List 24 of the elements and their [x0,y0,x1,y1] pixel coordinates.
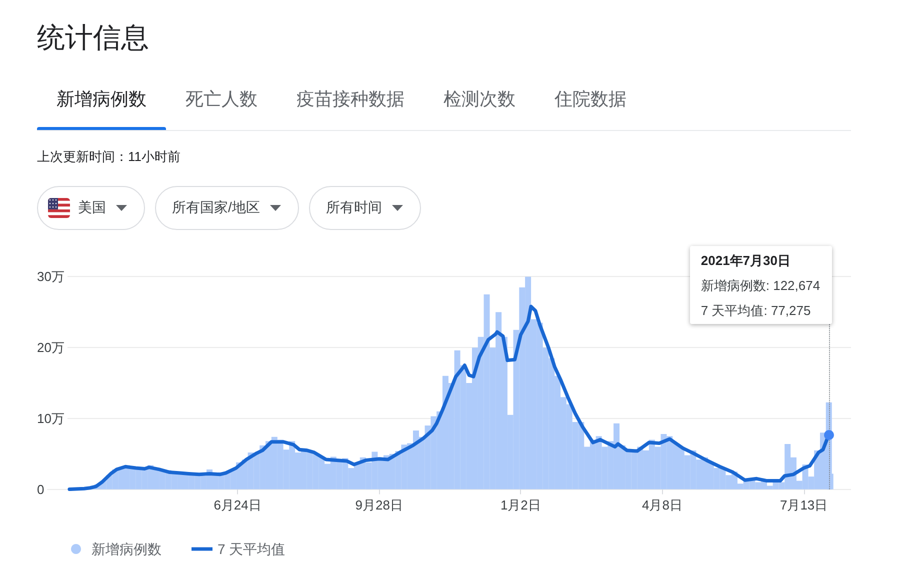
x-tick-label: 6月24日 [214,497,262,512]
x-tick-label: 7月13日 [780,497,828,512]
region-dropdown[interactable]: 所有国家/地区 [155,186,299,230]
tab[interactable]: 疫苗接种数据 [277,77,424,130]
y-tick-label: 0 [37,482,44,497]
country-dropdown[interactable]: 美国 [37,186,145,230]
chart-title: 统计信息 [37,21,149,55]
legend-label: 7 天平均值 [218,541,286,557]
text: 上次更新时间：11小时前 [37,148,180,166]
x-tick-label: 1月2日 [500,497,541,512]
tab[interactable]: 死亡人数 [166,77,277,130]
tooltip: 2021年7月30日 新增病例数: 122,674 7 天平均值: 77,275 [690,246,832,324]
y-tick-label: 30万 [37,269,64,284]
tab[interactable]: 新增病例数 [37,77,166,130]
annotation: 7 天平均值: 77,275 [700,302,812,320]
tab[interactable]: 检测次数 [424,77,535,130]
x-tick-label: 4月8日 [642,497,682,512]
time-range-dropdown[interactable]: 所有时间 [308,186,421,230]
tab[interactable]: 住院数据 [535,77,646,130]
legend-label: 新增病例数 [92,541,162,557]
y-tick-label: 10万 [37,410,64,426]
annotation: 新增病例数: 122,674 [700,277,820,295]
y-tick-label: 20万 [37,340,64,356]
x-tick-label: 9月28日 [355,497,403,512]
